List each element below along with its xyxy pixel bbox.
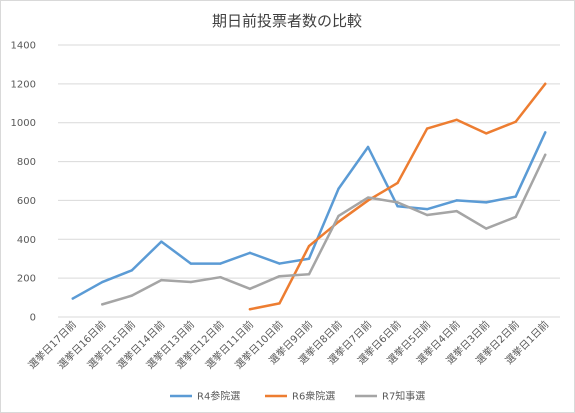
legend: R4参院選 R6衆院選 R7知事選 [170, 390, 425, 403]
y-tick-label: 1200 [11, 79, 36, 90]
data-point [396, 205, 399, 208]
data-point [130, 294, 134, 297]
data-point [366, 145, 370, 149]
data-point [396, 201, 399, 204]
data-point [514, 215, 517, 219]
data-point [544, 82, 547, 86]
data-point [455, 199, 458, 202]
data-point [219, 275, 222, 279]
data-point [189, 280, 193, 284]
data-point [484, 227, 488, 230]
data-point [278, 275, 281, 278]
y-tick-label: 400 [17, 235, 36, 246]
data-point [337, 214, 340, 218]
data-point [248, 251, 252, 255]
data-point [455, 118, 458, 122]
data-point [307, 257, 311, 260]
data-point [248, 308, 252, 311]
data-point [484, 132, 488, 135]
data-point [71, 297, 74, 300]
data-point [366, 196, 370, 199]
data-point [396, 181, 399, 185]
chart-title: 期日前投票者数の比較 [212, 12, 362, 30]
legend-label: R6衆院選 [292, 390, 335, 403]
y-axis: 0 200 400 600 800 1000 1200 1400 [11, 41, 36, 324]
data-point [425, 127, 429, 130]
data-point [248, 287, 252, 291]
data-point [425, 207, 429, 211]
data-point [484, 201, 488, 204]
data-point [160, 240, 163, 243]
legend-label: R4参院選 [197, 390, 240, 403]
data-point [366, 199, 370, 202]
y-tick-label: 800 [17, 157, 36, 168]
data-point [425, 213, 429, 217]
series-lines [71, 82, 547, 311]
data-point [514, 195, 517, 198]
data-point [307, 273, 311, 276]
data-point [514, 120, 517, 123]
data-point [189, 262, 193, 265]
series-group [248, 82, 547, 311]
y-tick-label: 600 [17, 196, 36, 207]
data-point [130, 269, 134, 272]
series-line [101, 153, 547, 306]
data-point [101, 303, 104, 306]
data-point [278, 262, 281, 265]
data-point [337, 187, 340, 190]
series-group [71, 131, 547, 300]
data-point [455, 209, 458, 213]
data-point [337, 220, 340, 223]
data-point [307, 244, 311, 248]
data-point [544, 153, 547, 156]
data-point [278, 302, 281, 305]
series-group [101, 153, 547, 306]
data-point [101, 280, 104, 284]
legend-label: R7知事選 [382, 390, 425, 403]
data-point [160, 278, 163, 282]
y-tick-label: 0 [30, 313, 36, 324]
y-tick-label: 200 [17, 274, 36, 285]
gridlines [58, 44, 560, 318]
data-point [219, 262, 222, 265]
y-tick-label: 1400 [11, 41, 36, 52]
x-axis: 選挙日17日前選挙日16日前選挙日15日前選挙日14日前選挙日13日前選挙日12… [25, 318, 551, 372]
data-point [544, 131, 547, 134]
y-tick-label: 1000 [11, 118, 36, 129]
